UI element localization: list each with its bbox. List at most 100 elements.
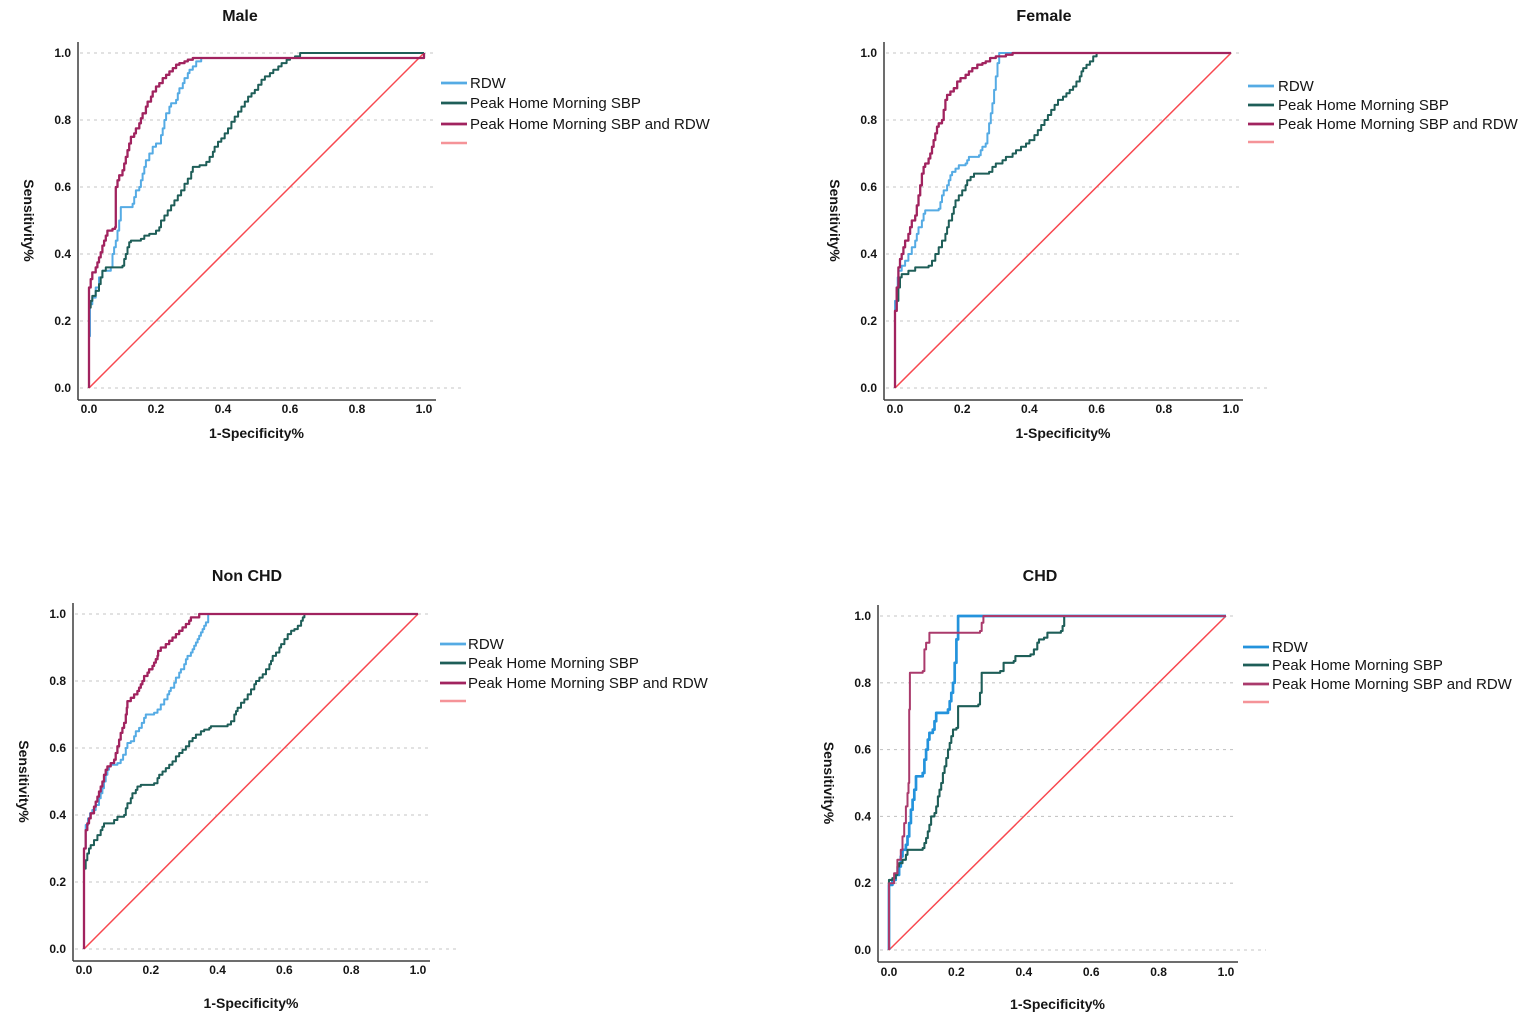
x-tick-label: 0.8 [349,402,366,416]
roc-curve-peak-home-morning-sbp [88,52,424,388]
x-tick-label: 1.0 [410,963,427,977]
roc-curve-peak-home-morning-sbp-and-rdw [87,53,426,388]
reference-line [88,52,425,389]
roc-panel-male: Male 0.0 0.2 0.4 0.6 0.8 1.0 0.0 0.2 0.4 0.6 0.8 1.0… [21,8,711,441]
x-tick-label: 0.4 [209,963,226,977]
y-tick-label: 0.2 [49,875,66,889]
legend-label: RDW [1278,78,1315,95]
legend-item: Peak Home Morning SBP [440,655,639,672]
x-tick-label: 0.2 [954,402,971,416]
reference-line [83,613,419,950]
y-tick-label: 0.4 [54,247,71,261]
y-tick-label: 0.8 [860,113,877,127]
x-tick-label: 0.6 [1088,402,1105,416]
x-tick-label: 0.6 [276,963,293,977]
x-tick-label: 0.0 [881,965,898,979]
x-tick-label: 0.2 [148,402,165,416]
y-tick-label: 0.2 [54,314,71,328]
roc-panel-female: Female 0.0 0.2 0.4 0.6 0.8 1.0 0.0 0.2 0.4 0.6 0.8 1… [827,8,1519,441]
y-axis-title: Sensitivity% [21,179,37,262]
legend-item: Peak Home Morning SBP and RDW [441,116,711,133]
legend: RDW Peak Home Morning SBP Peak Home Mornin… [441,75,711,145]
legend-item: RDW [1248,78,1315,95]
y-tick-label: 0.6 [54,180,71,194]
x-tick-label: 1.0 [1223,402,1240,416]
legend-label: RDW [470,75,507,92]
x-tick-label: 0.0 [81,402,98,416]
legend-item: Peak Home Morning SBP [1243,657,1443,674]
legend-label: Peak Home Morning SBP [470,95,641,112]
x-tick-label: 0.0 [887,402,904,416]
x-axis-title: 1-Specificity% [209,425,304,441]
panel-title: Male [222,8,258,25]
legend-label: Peak Home Morning SBP and RDW [1278,116,1519,133]
roc-curve-peak-home-morning-sbp [894,52,1231,388]
y-tick-label: 1.0 [54,46,71,60]
legend: RDW Peak Home Morning SBP Peak Home Mornin… [440,636,709,703]
legend-item: Peak Home Morning SBP and RDW [440,675,709,692]
x-tick-label: 0.8 [1150,965,1167,979]
y-tick-label: 0.8 [49,674,66,688]
y-tick-label: 0.4 [854,809,871,823]
y-tick-label: 0.4 [860,247,877,261]
roc-curve-peak-home-morning-sbp-and-rdw [893,51,1231,388]
panel-title: CHD [1023,568,1058,585]
x-tick-label: 0.6 [1083,965,1100,979]
legend-item: Peak Home Morning SBP and RDW [1243,676,1513,693]
roc-curve-rdw [83,613,418,949]
legend-item: RDW [440,636,505,653]
x-axis-title: 1-Specificity% [1016,425,1111,441]
roc-curve-rdw [894,52,1231,388]
y-axis-title: Sensitivity% [16,740,32,823]
y-tick-label: 0.2 [854,876,871,890]
roc-panel-chd: CHD 0.0 0.2 0.4 0.6 0.8 1.0 0.0 0.2 0.4 0.6 0.8 1.0 1… [821,568,1513,1012]
roc-curve-peak-home-morning-sbp [83,613,418,949]
legend-item: RDW [1243,639,1309,656]
y-tick-label: 0.0 [54,381,71,395]
roc-curve-peak-home-morning-sbp-and-rdw [82,612,418,949]
x-tick-label: 1.0 [1218,965,1235,979]
legend: RDW Peak Home Morning SBP Peak Home Mornin… [1248,78,1519,144]
legend-label: RDW [468,636,505,653]
y-tick-label: 0.8 [54,113,71,127]
y-tick-label: 0.8 [854,676,871,690]
x-tick-label: 0.6 [282,402,299,416]
y-tick-label: 1.0 [860,46,877,60]
x-tick-label: 0.4 [215,402,232,416]
legend-item: Peak Home Morning SBP and RDW [1248,116,1519,133]
x-tick-label: 1.0 [416,402,433,416]
y-tick-label: 1.0 [49,607,66,621]
legend-item: Peak Home Morning SBP [441,95,641,112]
y-tick-label: 0.0 [854,943,871,957]
y-tick-label: 0.6 [860,180,877,194]
panel-title: Non CHD [212,568,282,585]
y-tick-label: 0.4 [49,808,66,822]
legend-label: Peak Home Morning SBP and RDW [1272,676,1513,693]
panel-title: Female [1016,8,1071,25]
legend-item: Peak Home Morning SBP [1248,97,1449,114]
x-tick-label: 0.4 [1015,965,1032,979]
x-axis-title: 1-Specificity% [204,995,299,1011]
y-tick-label: 0.2 [860,314,877,328]
legend-label: Peak Home Morning SBP and RDW [468,675,709,692]
y-axis-title: Sensitivity% [827,179,843,262]
y-tick-label: 0.6 [49,741,66,755]
roc-curve-peak-home-morning-sbp-and-rdw [888,615,1226,950]
legend-label: RDW [1272,639,1309,656]
x-tick-label: 0.0 [76,963,93,977]
x-tick-label: 0.8 [1155,402,1172,416]
legend-item: RDW [441,75,507,92]
x-tick-label: 0.2 [142,963,159,977]
roc-panel-non-chd: Non CHD 0.0 0.2 0.4 0.6 0.8 1.0 0.0 0.2 0.4 0.6 0.8… [16,568,709,1011]
x-axis-title: 1-Specificity% [1010,996,1105,1012]
legend-label: Peak Home Morning SBP [1272,657,1443,674]
x-tick-label: 0.8 [343,963,360,977]
legend-label: Peak Home Morning SBP [468,655,639,672]
y-tick-label: 0.0 [49,942,66,956]
y-axis-title: Sensitivity% [821,742,837,825]
y-tick-label: 0.6 [854,743,871,757]
x-tick-label: 0.4 [1021,402,1038,416]
